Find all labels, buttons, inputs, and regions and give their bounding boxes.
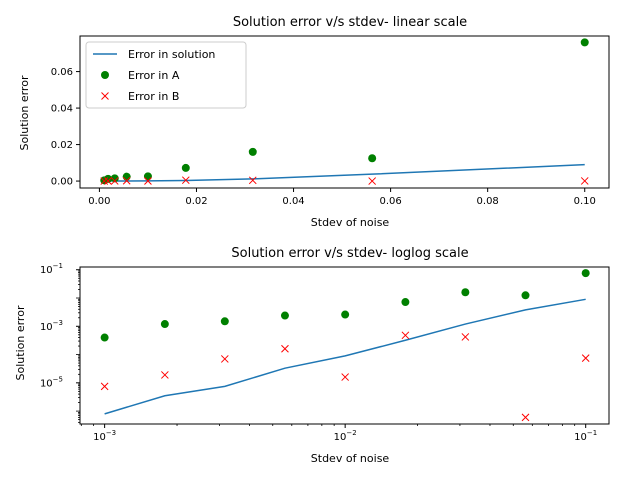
linear-point-error-in-a <box>368 154 377 163</box>
linear-point-error-in-b <box>368 177 377 185</box>
loglog-point-error-in-a <box>401 298 410 307</box>
legend-box <box>85 41 247 109</box>
linear-point-error-in-b <box>248 176 257 185</box>
loglog-point-error-in-a <box>160 320 169 329</box>
legend: Error in solution Error in A Error in B <box>85 41 247 109</box>
loglog-point-error-in-b <box>401 331 410 340</box>
linear-x-tick-label: 0.02 <box>185 196 207 207</box>
loglog-point-error-in-b <box>581 354 590 362</box>
legend-label-error-in-a: Error in A <box>128 69 180 82</box>
linear-chart-title: Solution error v/s stdev- linear scale <box>233 15 467 30</box>
linear-point-error-in-b <box>110 177 119 185</box>
loglog-plot-marks <box>100 269 590 422</box>
linear-point-error-in-a <box>104 174 113 183</box>
linear-x-tick-label: 0.06 <box>379 196 401 207</box>
loglog-point-error-in-a <box>341 310 350 319</box>
legend-x-marker-icon <box>101 92 109 100</box>
loglog-point-error-in-a <box>220 317 229 326</box>
linear-plot-frame <box>79 35 610 189</box>
legend-label-error-in-b: Error in B <box>128 90 179 103</box>
legend-label-error-in-solution: Error in solution <box>128 48 215 61</box>
loglog-plot-frame <box>79 266 610 425</box>
linear-x-tick-label: 0.10 <box>574 196 596 207</box>
loglog-chart-title: Solution error v/s stdev- loglog scale <box>231 246 468 261</box>
linear-x-tick-label: 0.08 <box>477 196 499 207</box>
legend-circle-icon <box>101 71 109 79</box>
linear-plot-marks <box>100 38 589 185</box>
linear-point-error-in-a <box>122 172 131 181</box>
linear-x-tick-label: 0.04 <box>282 196 304 207</box>
loglog-point-error-in-a <box>461 288 470 297</box>
loglog-point-error-in-b <box>521 413 530 422</box>
linear-y-axis-label: Solution error <box>18 75 31 150</box>
loglog-point-error-in-a <box>100 333 109 342</box>
loglog-point-error-in-b <box>161 371 169 379</box>
loglog-series-error-in-solution-line <box>104 298 586 415</box>
loglog-point-error-in-b <box>220 355 229 363</box>
linear-point-error-in-a <box>110 174 119 183</box>
linear-point-error-in-a <box>181 163 190 172</box>
loglog-x-tick-exponent: −2 <box>346 429 356 437</box>
linear-y-tick-label: 0.04 <box>51 104 73 115</box>
loglog-point-error-in-a <box>521 291 530 300</box>
linear-point-error-in-b <box>100 177 109 185</box>
loglog-y-tick-exponent: −1 <box>53 262 63 270</box>
loglog-x-axis-label: Stdev of noise <box>311 452 390 465</box>
linear-point-error-in-a <box>580 38 589 47</box>
linear-y-tick-label: 0.02 <box>51 140 73 151</box>
linear-x-tick-label: 0.00 <box>88 196 110 207</box>
linear-point-error-in-a <box>248 147 257 156</box>
loglog-x-tick-exponent: −3 <box>106 429 116 437</box>
loglog-y-axis-label: Solution error <box>14 305 27 380</box>
linear-y-tick-label: 0.00 <box>51 177 73 188</box>
loglog-y-tick-exponent: −5 <box>53 375 63 383</box>
loglog-point-error-in-b <box>341 373 350 381</box>
loglog-x-tick-exponent: −1 <box>587 429 597 437</box>
loglog-point-error-in-b <box>281 344 289 353</box>
loglog-point-error-in-a <box>581 269 590 278</box>
linear-point-error-in-b <box>122 176 131 185</box>
linear-point-error-in-b <box>580 177 589 185</box>
linear-axis-ticks: 0.00 0.02 0.04 0.06 0.08 0.10 0.00 0.02 0.04 0.06 <box>51 67 596 207</box>
linear-point-error-in-a <box>143 172 152 181</box>
linear-point-error-in-b <box>181 176 190 185</box>
linear-point-error-in-b <box>144 177 152 185</box>
loglog-point-error-in-b <box>461 333 470 341</box>
linear-x-axis-label: Stdev of noise <box>311 216 390 229</box>
linear-y-tick-label: 0.06 <box>51 67 73 78</box>
linear-point-error-in-b <box>104 177 112 185</box>
loglog-y-tick-exponent: −3 <box>53 319 63 327</box>
linear-scale-subplot: Solution error v/s stdev- linear scale S… <box>18 15 610 229</box>
loglog-point-error-in-a <box>280 311 289 320</box>
loglog-point-error-in-b <box>100 382 109 391</box>
